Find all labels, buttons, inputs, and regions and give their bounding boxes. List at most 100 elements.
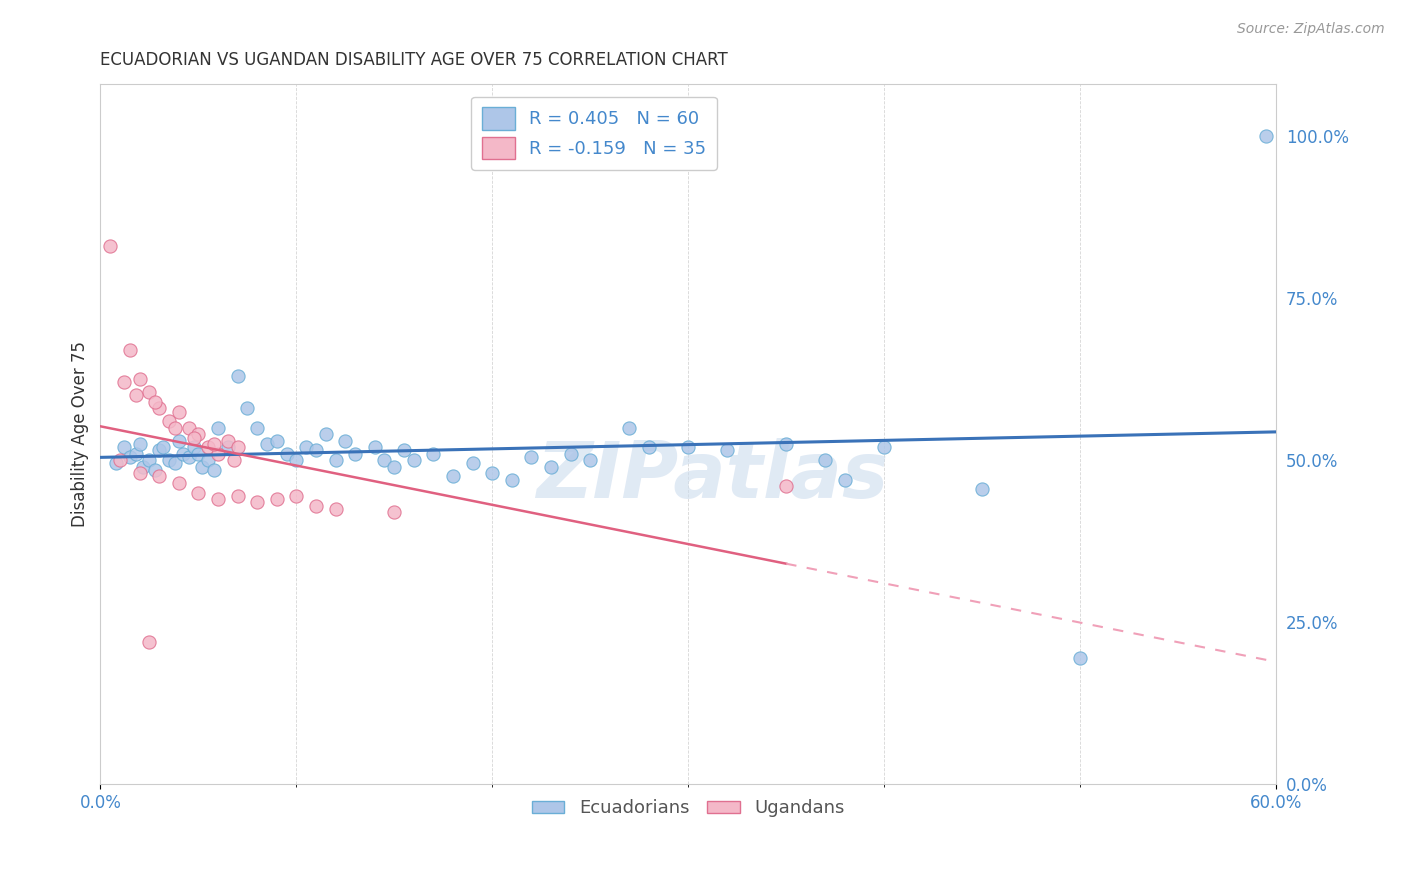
Point: [814, 453, 837, 467]
Point: [295, 440, 318, 454]
Point: [105, 457, 128, 471]
Y-axis label: Disability Age Over 75: Disability Age Over 75: [72, 342, 89, 527]
Point: [138, 385, 160, 400]
Point: [619, 421, 641, 435]
Point: [676, 440, 699, 454]
Point: [148, 469, 170, 483]
Point: [118, 343, 141, 357]
Point: [285, 489, 308, 503]
Point: [222, 453, 245, 467]
Point: [579, 453, 602, 467]
Point: [177, 450, 200, 464]
Point: [124, 447, 146, 461]
Point: [266, 434, 288, 448]
Point: [422, 447, 444, 461]
Point: [187, 447, 209, 461]
Point: [183, 430, 205, 444]
Point: [335, 434, 357, 448]
Point: [217, 434, 239, 448]
Point: [163, 457, 186, 471]
Point: [207, 447, 229, 461]
Point: [441, 469, 464, 483]
Point: [187, 485, 209, 500]
Point: [177, 421, 200, 435]
Point: [540, 459, 562, 474]
Point: [183, 440, 205, 454]
Point: [202, 463, 225, 477]
Point: [363, 440, 385, 454]
Point: [236, 401, 259, 416]
Point: [560, 447, 582, 461]
Point: [197, 440, 219, 454]
Point: [187, 427, 209, 442]
Point: [305, 443, 328, 458]
Point: [373, 453, 395, 467]
Point: [382, 505, 405, 519]
Point: [276, 447, 298, 461]
Point: [207, 492, 229, 507]
Point: [382, 459, 405, 474]
Point: [873, 440, 896, 454]
Point: [520, 450, 543, 464]
Point: [285, 453, 308, 467]
Point: [775, 479, 797, 493]
Point: [392, 443, 415, 458]
Point: [1256, 128, 1278, 143]
Point: [775, 437, 797, 451]
Point: [246, 421, 269, 435]
Point: [163, 421, 186, 435]
Point: [143, 395, 166, 409]
Point: [124, 388, 146, 402]
Point: [132, 459, 155, 474]
Point: [98, 239, 121, 253]
Point: [226, 368, 249, 383]
Point: [202, 437, 225, 451]
Point: [217, 440, 239, 454]
Point: [128, 372, 150, 386]
Point: [207, 421, 229, 435]
Point: [344, 447, 367, 461]
Point: [325, 453, 347, 467]
Point: [402, 453, 425, 467]
Point: [118, 450, 141, 464]
Point: [972, 483, 994, 497]
Point: [148, 443, 170, 458]
Point: [266, 492, 288, 507]
Point: [138, 453, 160, 467]
Point: [112, 440, 135, 454]
Point: [834, 473, 856, 487]
Point: [716, 443, 738, 458]
Point: [157, 453, 180, 467]
Point: [315, 427, 337, 442]
Point: [143, 463, 166, 477]
Point: [305, 499, 328, 513]
Point: [167, 434, 190, 448]
Point: [256, 437, 278, 451]
Point: [152, 440, 174, 454]
Point: [638, 440, 661, 454]
Text: ZIPatlas: ZIPatlas: [536, 438, 887, 515]
Text: ECUADORIAN VS UGANDAN DISABILITY AGE OVER 75 CORRELATION CHART: ECUADORIAN VS UGANDAN DISABILITY AGE OVE…: [100, 51, 728, 69]
Point: [325, 501, 347, 516]
Point: [197, 453, 219, 467]
Text: Source: ZipAtlas.com: Source: ZipAtlas.com: [1237, 22, 1385, 37]
Point: [481, 466, 503, 480]
Point: [226, 440, 249, 454]
Point: [138, 634, 160, 648]
Point: [461, 457, 484, 471]
Point: [112, 376, 135, 390]
Point: [148, 401, 170, 416]
Point: [246, 495, 269, 509]
Point: [501, 473, 523, 487]
Point: [191, 459, 214, 474]
Point: [108, 453, 131, 467]
Legend: Ecuadorians, Ugandans: Ecuadorians, Ugandans: [524, 792, 852, 824]
Point: [167, 475, 190, 490]
Point: [1069, 651, 1091, 665]
Point: [172, 447, 194, 461]
Point: [128, 437, 150, 451]
Point: [226, 489, 249, 503]
Point: [128, 466, 150, 480]
Point: [167, 404, 190, 418]
Point: [157, 414, 180, 428]
